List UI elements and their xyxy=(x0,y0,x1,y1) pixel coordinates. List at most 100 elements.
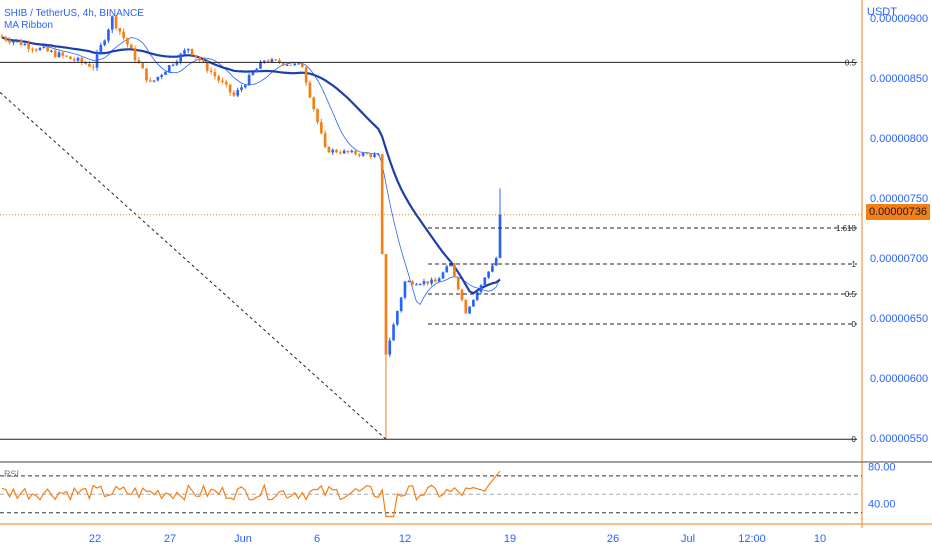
candle-body xyxy=(464,299,468,314)
candle-body xyxy=(80,57,84,63)
candle-body xyxy=(472,299,475,307)
candle xyxy=(365,152,369,155)
candle xyxy=(331,148,335,155)
candle-body xyxy=(475,292,479,300)
candle-body xyxy=(304,67,308,83)
candle-body xyxy=(179,53,183,62)
candle xyxy=(319,118,323,135)
candle-body xyxy=(99,45,103,54)
candle xyxy=(61,50,65,59)
candle-body xyxy=(373,154,376,157)
candle xyxy=(114,14,118,31)
candle xyxy=(456,276,460,291)
candle xyxy=(399,296,403,313)
candle xyxy=(255,67,259,73)
time-tick-label: 12:00 xyxy=(738,533,766,545)
candle-body xyxy=(198,57,202,61)
candle-body xyxy=(331,149,335,153)
time-tick-label: 27 xyxy=(164,533,176,545)
candle xyxy=(15,40,19,44)
candle xyxy=(186,48,190,53)
candle-body xyxy=(19,40,23,46)
candle-body xyxy=(437,278,441,282)
candle-body xyxy=(164,71,167,75)
candle xyxy=(80,56,84,66)
candle-body xyxy=(460,289,464,300)
candle xyxy=(228,84,232,96)
price-tick-label: 0.00000750 xyxy=(870,193,928,205)
time-tick-label: Jul xyxy=(681,533,695,545)
candle xyxy=(129,43,133,49)
candle-body xyxy=(308,82,312,98)
candle-body xyxy=(312,97,316,110)
candle xyxy=(12,40,15,46)
candle xyxy=(483,276,487,287)
candle-body xyxy=(491,265,494,272)
candle xyxy=(453,262,456,278)
candle xyxy=(50,49,53,53)
ma-ribbon-label[interactable]: MA Ribbon xyxy=(4,20,53,31)
price-tick-label: 0.00000600 xyxy=(870,373,928,385)
candle xyxy=(259,60,262,69)
candle xyxy=(240,84,243,93)
candle xyxy=(156,76,160,82)
candle xyxy=(415,282,418,286)
candle xyxy=(403,280,407,300)
candle xyxy=(217,74,221,84)
candle-body xyxy=(152,80,156,82)
candle-body xyxy=(380,154,384,255)
candle-body xyxy=(141,63,144,69)
candle-body xyxy=(171,64,175,66)
candle-body xyxy=(468,306,471,314)
candle-body xyxy=(323,133,327,147)
price-tick-label: 0.00000550 xyxy=(870,433,928,445)
candle xyxy=(95,49,99,71)
candle-body xyxy=(293,63,297,66)
candle xyxy=(122,28,125,41)
candle xyxy=(251,71,255,76)
candle xyxy=(487,271,490,280)
candle xyxy=(46,45,49,52)
candle xyxy=(103,39,106,47)
candle xyxy=(110,15,114,34)
candle xyxy=(160,73,163,80)
candle-body xyxy=(498,214,502,259)
candle xyxy=(221,77,224,84)
candle-body xyxy=(217,76,221,81)
chart-symbol-title[interactable]: SHIB / TetherUS, 4h, BINANCE xyxy=(4,8,144,19)
candle-body xyxy=(209,70,213,73)
candle xyxy=(224,79,228,88)
candle xyxy=(133,45,137,63)
candle-body xyxy=(65,55,68,57)
candle xyxy=(289,64,293,66)
candle xyxy=(91,63,95,71)
candle-body xyxy=(297,63,300,65)
candle-body xyxy=(262,60,266,62)
candle xyxy=(194,54,198,60)
candle-body xyxy=(160,74,163,77)
candle-body xyxy=(190,48,194,56)
candle xyxy=(426,281,430,286)
candle-body xyxy=(350,150,354,153)
candle-body xyxy=(369,154,373,157)
candle-body xyxy=(422,281,426,284)
candle-body xyxy=(50,50,53,52)
candle-body xyxy=(0,36,4,38)
time-tick-label: 22 xyxy=(89,533,101,545)
candle-body xyxy=(453,263,456,277)
fib-level-label: 1.618 xyxy=(836,224,857,233)
candle xyxy=(494,256,498,266)
candle-body xyxy=(205,61,209,71)
candle-body xyxy=(361,153,365,156)
candle-body xyxy=(430,279,433,284)
candle xyxy=(373,152,376,158)
candle xyxy=(304,64,308,86)
candle xyxy=(148,77,152,83)
candle xyxy=(42,45,46,49)
rsi-label[interactable]: RSI xyxy=(4,469,20,479)
candle-body xyxy=(365,153,369,155)
candle-body xyxy=(34,49,38,51)
candle xyxy=(69,56,72,60)
candle-body xyxy=(46,46,49,52)
